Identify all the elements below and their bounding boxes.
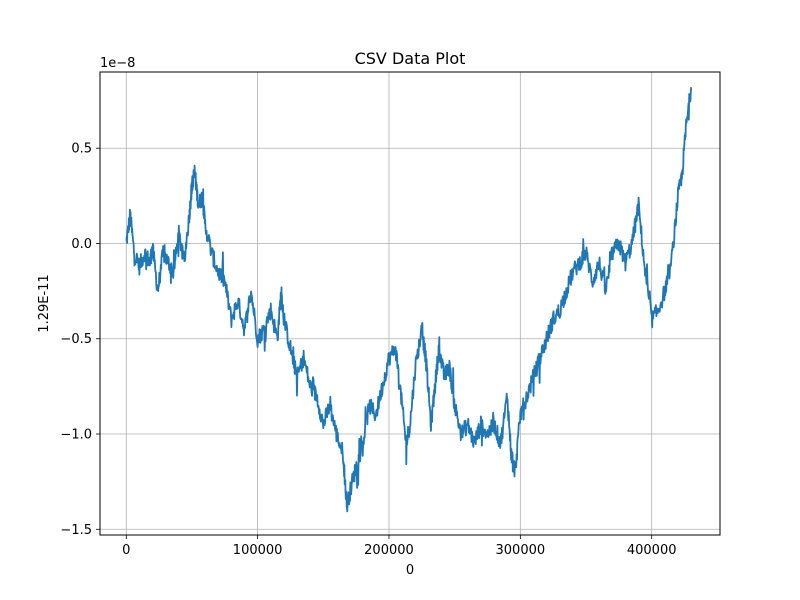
grid-lines <box>100 72 720 535</box>
y-tick-label: 0.0 <box>71 237 92 252</box>
plot-frame <box>99 71 721 536</box>
y-tick-label: −0.5 <box>60 332 92 347</box>
y-axis-offset-label: 1e−8 <box>100 56 135 71</box>
chart-title: CSV Data Plot <box>355 49 466 68</box>
series-layer <box>125 87 692 513</box>
x-tick-label: 400000 <box>627 543 677 558</box>
x-axis-label: 0 <box>406 563 414 578</box>
series-line <box>125 87 692 513</box>
ticks-layer: 0 100000 200000 300000 400000 −1.5 −1.0 −0.5 0.0… <box>60 142 676 558</box>
y-tick-label: −1.5 <box>60 523 92 538</box>
y-tick-label: 0.5 <box>71 142 92 157</box>
x-tick-label: 300000 <box>496 543 546 558</box>
y-tick-label: −1.0 <box>60 428 92 443</box>
y-axis-label: 1.29E-11 <box>37 274 52 332</box>
x-tick-label: 0 <box>122 543 130 558</box>
x-tick-label: 200000 <box>364 543 414 558</box>
x-tick-label: 100000 <box>233 543 283 558</box>
